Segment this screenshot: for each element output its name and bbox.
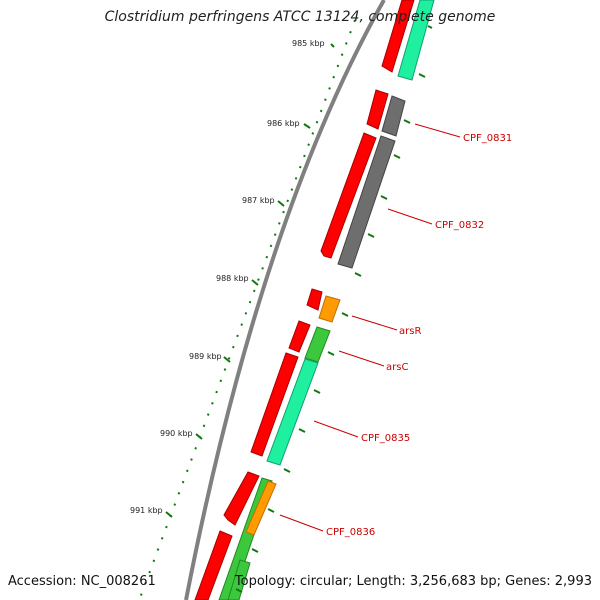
gene-label-arsc[interactable]: arsC <box>386 362 408 373</box>
scale-label-987: 987 kbp <box>242 196 275 205</box>
map-title: Clostridium perfringens ATCC 13124, comp… <box>104 9 496 25</box>
cds-forward-4 <box>306 288 323 311</box>
gene-label-cpf-0836[interactable]: CPF_0836 <box>326 527 375 538</box>
scale-tick-marks <box>165 43 335 518</box>
scale-label-990: 990 kbp <box>160 429 193 438</box>
scale-label-985: 985 kbp <box>292 39 325 48</box>
cds-forward-8 <box>194 530 233 600</box>
scale-label-986: 986 kbp <box>267 119 300 128</box>
cds-forward-6 <box>250 352 299 457</box>
cds-forward-2 <box>366 89 389 130</box>
gene-label-cpf-0832[interactable]: CPF_0832 <box>435 220 484 231</box>
forward-strand-features <box>194 0 415 600</box>
scale-labels: 985 kbp 986 kbp 987 kbp 988 kbp 989 kbp … <box>130 39 325 515</box>
cds-reverse-green-3 <box>227 559 251 600</box>
gene-label-cpf-0831[interactable]: CPF_0831 <box>463 133 512 144</box>
inner-tick-marks <box>235 25 433 593</box>
cds-reverse-teal-1 <box>397 0 435 81</box>
tick-989 <box>223 356 231 363</box>
scale-label-988: 988 kbp <box>216 274 249 283</box>
tick-991 <box>165 511 173 518</box>
tick-985 <box>330 43 335 48</box>
cds-forward-7 <box>223 471 260 526</box>
gene-leader-lines <box>279 123 461 532</box>
cds-forward-5 <box>288 320 311 353</box>
genome-backbone <box>184 0 386 600</box>
accession-text: Accession: NC_008261 <box>8 574 156 589</box>
gene-label-cpf-0835[interactable]: CPF_0835 <box>361 433 410 444</box>
tick-988 <box>251 279 259 286</box>
topology-text: Topology: circular; Length: 3,256,683 bp… <box>234 574 592 589</box>
cds-forward-1 <box>381 0 415 73</box>
reverse-strand-features <box>218 0 435 600</box>
cds-forward-3 <box>320 132 377 259</box>
scale-label-989: 989 kbp <box>189 352 222 361</box>
gene-labels: CPF_0831 CPF_0832 arsR arsC CPF_0835 CPF… <box>326 133 512 538</box>
tick-990 <box>195 433 203 440</box>
cds-reverse-orange-2 <box>245 480 277 536</box>
cds-reverse-gray-2 <box>337 135 396 269</box>
tick-986 <box>303 123 311 129</box>
tick-987 <box>277 200 285 207</box>
scale-label-991: 991 kbp <box>130 506 163 515</box>
gene-label-arsr[interactable]: arsR <box>399 326 421 337</box>
cds-reverse-teal-2 <box>266 358 319 466</box>
cds-reverse-gray-1 <box>381 95 406 137</box>
cds-reverse-green-1 <box>304 326 331 363</box>
cds-reverse-orange-1 <box>318 295 341 323</box>
